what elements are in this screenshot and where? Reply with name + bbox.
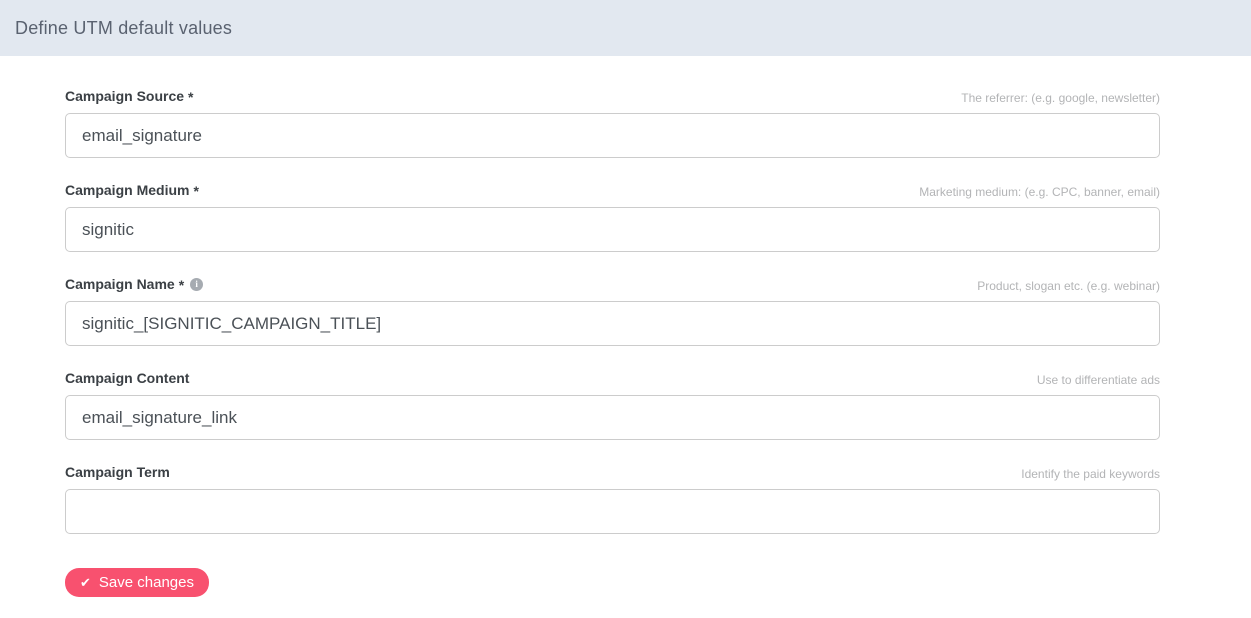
field-label: Campaign Name * i [65, 276, 204, 293]
field-label: Campaign Source * [65, 88, 193, 105]
field-label: Campaign Content [65, 370, 189, 387]
label-row: Campaign Term Identify the paid keywords [65, 464, 1160, 481]
save-button-label: Save changes [98, 574, 194, 591]
check-icon: ✔ [80, 575, 91, 590]
info-icon[interactable]: i [190, 278, 204, 291]
campaign-source-input[interactable] [65, 113, 1160, 158]
field-label-text: Campaign Content [65, 370, 190, 386]
label-row: Campaign Medium * Marketing medium: (e.g… [65, 182, 1160, 199]
field-label-text: Campaign Medium [65, 182, 190, 198]
campaign-term-input[interactable] [65, 489, 1160, 534]
field-hint: Product, slogan etc. (e.g. webinar) [977, 279, 1160, 293]
required-marker: * [178, 276, 185, 293]
field-hint: The referrer: (e.g. google, newsletter) [961, 91, 1160, 105]
campaign-content-input[interactable] [65, 395, 1160, 440]
field-label-text: Campaign Term [65, 464, 170, 480]
field-campaign-term: Campaign Term Identify the paid keywords [65, 464, 1160, 534]
label-row: Campaign Source * The referrer: (e.g. go… [65, 88, 1160, 105]
field-campaign-source: Campaign Source * The referrer: (e.g. go… [65, 88, 1160, 158]
page-title: Define UTM default values [15, 17, 233, 38]
field-hint: Use to differentiate ads [1036, 373, 1160, 387]
label-row: Campaign Name * i Product, slogan etc. (… [65, 276, 1160, 293]
campaign-medium-input[interactable] [65, 207, 1160, 252]
label-row: Campaign Content Use to differentiate ad… [65, 370, 1160, 387]
required-marker: * [193, 182, 199, 199]
field-hint: Identify the paid keywords [1021, 467, 1160, 481]
save-changes-button[interactable]: ✔ Save changes [65, 568, 209, 597]
field-label: Campaign Term [65, 464, 170, 481]
field-campaign-medium: Campaign Medium * Marketing medium: (e.g… [65, 182, 1160, 252]
page-header: Define UTM default values [0, 0, 1251, 56]
field-hint: Marketing medium: (e.g. CPC, banner, ema… [919, 185, 1160, 199]
field-label-text: Campaign Name [65, 276, 175, 292]
field-campaign-name: Campaign Name * i Product, slogan etc. (… [65, 276, 1160, 346]
field-label-text: Campaign Source [65, 88, 185, 104]
required-marker: * [188, 88, 194, 105]
campaign-name-input[interactable] [65, 301, 1160, 346]
utm-defaults-form: Campaign Source * The referrer: (e.g. go… [0, 56, 1251, 597]
field-label: Campaign Medium * [65, 182, 199, 199]
field-campaign-content: Campaign Content Use to differentiate ad… [65, 370, 1160, 440]
